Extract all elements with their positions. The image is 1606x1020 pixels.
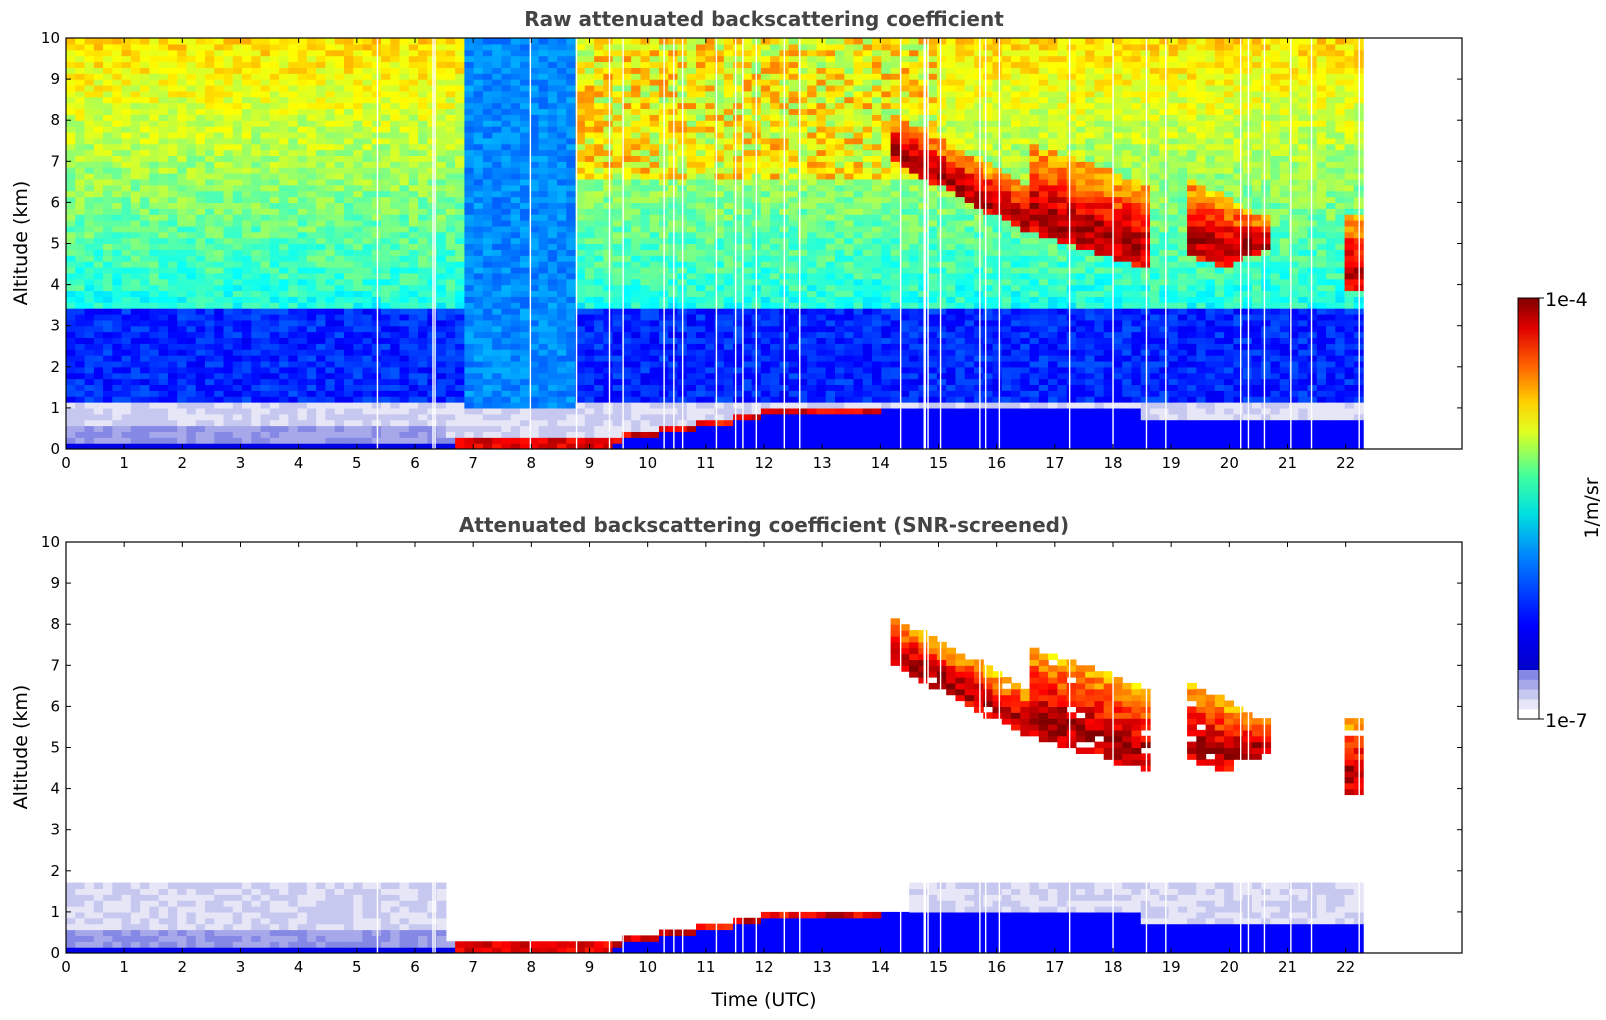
colorbar-frame bbox=[1517, 297, 1540, 720]
y-tick-label: 0 bbox=[50, 440, 60, 458]
x-tick-label: 11 bbox=[696, 454, 715, 472]
x-tick-label: 21 bbox=[1278, 958, 1297, 976]
x-tick-label: 17 bbox=[1045, 454, 1064, 472]
x-tick-label: 13 bbox=[813, 958, 832, 976]
x-tick-label: 4 bbox=[294, 958, 304, 976]
panel-screened-heatmap bbox=[66, 618, 1364, 953]
x-tick-label: 14 bbox=[871, 454, 890, 472]
x-tick-label: 22 bbox=[1336, 958, 1355, 976]
y-tick-label: 2 bbox=[50, 862, 60, 880]
x-tick-label: 4 bbox=[294, 454, 304, 472]
panel-raw: Raw attenuated backscattering coefficien… bbox=[10, 7, 1463, 472]
x-tick-label: 19 bbox=[1162, 958, 1181, 976]
y-tick-label: 4 bbox=[50, 780, 60, 798]
y-tick-label: 5 bbox=[50, 739, 60, 757]
x-tick-label: 18 bbox=[1103, 958, 1122, 976]
y-tick-label: 10 bbox=[41, 533, 60, 551]
panel-screened-x-ticks: 0 1 2 3 4 5 6 7 8 9 10 11 12 13 14 15 16 17 18 19 20 21 22 bbox=[61, 542, 1355, 976]
x-tick-label: 3 bbox=[236, 958, 246, 976]
x-tick-label: 7 bbox=[468, 454, 478, 472]
y-tick-label: 8 bbox=[50, 615, 60, 633]
x-tick-label: 5 bbox=[352, 958, 362, 976]
y-tick-label: 1 bbox=[50, 903, 60, 921]
x-tick-label: 12 bbox=[754, 454, 773, 472]
x-tick-label: 15 bbox=[929, 958, 948, 976]
colorbar-low-bands bbox=[1518, 670, 1539, 720]
y-tick-label: 10 bbox=[41, 29, 60, 47]
x-tick-label: 5 bbox=[352, 454, 362, 472]
x-tick-label: 18 bbox=[1103, 454, 1122, 472]
panel-raw-heatmap bbox=[66, 38, 1364, 449]
panel-raw-missing-profiles bbox=[376, 38, 1360, 449]
x-tick-label: 20 bbox=[1220, 958, 1239, 976]
y-tick-label: 1 bbox=[50, 399, 60, 417]
x-tick-label: 14 bbox=[871, 958, 890, 976]
x-tick-label: 15 bbox=[929, 454, 948, 472]
colorbar-min-label: 1e-7 bbox=[1545, 710, 1588, 732]
y-tick-label: 6 bbox=[50, 193, 60, 211]
y-tick-label: 0 bbox=[50, 944, 60, 962]
panel-screened-title: Attenuated backscattering coefficient (S… bbox=[459, 513, 1069, 537]
x-tick-label: 11 bbox=[696, 958, 715, 976]
x-tick-label: 9 bbox=[585, 454, 595, 472]
x-tick-label: 7 bbox=[468, 958, 478, 976]
x-tick-label: 6 bbox=[410, 454, 420, 472]
x-tick-label: 3 bbox=[236, 454, 246, 472]
colorbar: 1e-4 1e-7 1/m/sr bbox=[1517, 289, 1603, 732]
y-tick-label: 9 bbox=[50, 70, 60, 88]
x-tick-label: 8 bbox=[527, 958, 537, 976]
y-tick-label: 4 bbox=[50, 276, 60, 294]
colorbar-gradient bbox=[1518, 298, 1539, 670]
x-tick-label: 0 bbox=[61, 958, 71, 976]
panel-screened-missing-profiles bbox=[376, 542, 1360, 953]
y-tick-label: 7 bbox=[50, 656, 60, 674]
x-tick-label: 16 bbox=[987, 958, 1006, 976]
panel-screened: Attenuated backscattering coefficient (S… bbox=[10, 513, 1463, 1011]
x-tick-label: 17 bbox=[1045, 958, 1064, 976]
x-tick-label: 22 bbox=[1336, 454, 1355, 472]
colorbar-unit-label: 1/m/sr bbox=[1581, 477, 1603, 538]
x-tick-label: 16 bbox=[987, 454, 1006, 472]
x-tick-label: 9 bbox=[585, 958, 595, 976]
y-tick-label: 7 bbox=[50, 152, 60, 170]
y-tick-label: 9 bbox=[50, 574, 60, 592]
x-tick-label: 8 bbox=[527, 454, 537, 472]
x-tick-label: 6 bbox=[410, 958, 420, 976]
x-tick-label: 20 bbox=[1220, 454, 1239, 472]
y-tick-label: 3 bbox=[50, 317, 60, 335]
x-tick-label: 13 bbox=[813, 454, 832, 472]
y-tick-label: 2 bbox=[50, 358, 60, 376]
panel-raw-title: Raw attenuated backscattering coefficien… bbox=[524, 7, 1004, 31]
panel-raw-y-ticks: 0 1 2 3 4 5 6 7 8 9 10 bbox=[41, 29, 1462, 458]
y-tick-label: 6 bbox=[50, 697, 60, 715]
x-axis-label: Time (UTC) bbox=[710, 989, 816, 1011]
colorbar-max-label: 1e-4 bbox=[1545, 289, 1588, 311]
x-tick-label: 1 bbox=[119, 958, 129, 976]
x-tick-label: 10 bbox=[638, 958, 657, 976]
x-tick-label: 21 bbox=[1278, 454, 1297, 472]
x-tick-label: 2 bbox=[178, 958, 188, 976]
panel-screened-y-ticks: 0 1 2 3 4 5 6 7 8 9 10 bbox=[41, 533, 1462, 962]
y-tick-label: 3 bbox=[50, 821, 60, 839]
y-tick-label: 8 bbox=[50, 111, 60, 129]
panel-raw-x-ticks: 0 1 2 3 4 5 6 7 8 9 10 11 12 13 14 15 16 17 18 19 20 21 22 bbox=[61, 38, 1355, 472]
x-tick-label: 0 bbox=[61, 454, 71, 472]
x-tick-label: 12 bbox=[754, 958, 773, 976]
x-tick-label: 1 bbox=[119, 454, 129, 472]
x-tick-label: 10 bbox=[638, 454, 657, 472]
x-tick-label: 2 bbox=[178, 454, 188, 472]
panel-screened-y-label: Altitude (km) bbox=[10, 685, 32, 810]
panel-raw-y-label: Altitude (km) bbox=[10, 181, 32, 306]
y-tick-label: 5 bbox=[50, 235, 60, 253]
x-tick-label: 19 bbox=[1162, 454, 1181, 472]
